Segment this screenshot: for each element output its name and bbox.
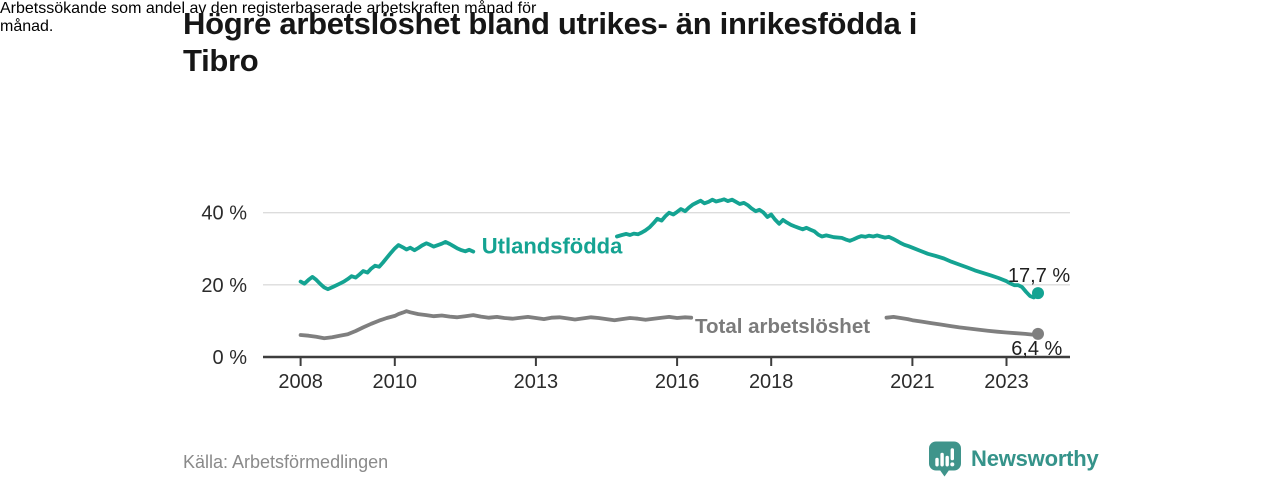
series-label-utlandsfodda: Utlandsfödda xyxy=(482,234,623,259)
newsworthy-logo: Newsworthy xyxy=(928,441,1099,477)
x-tick-label-2021: 2021 xyxy=(890,371,935,393)
title-line-2: Tibro xyxy=(183,43,259,78)
y-tick-label-40: 40 % xyxy=(201,203,247,225)
x-tick-label-2023: 2023 xyxy=(984,371,1029,393)
value-label-total-arbetsloshet: 6,4 % xyxy=(1011,338,1062,360)
end-dot-utlandsfodda xyxy=(1032,287,1044,300)
series-label-total-arbetsloshet: Total arbetslöshet xyxy=(695,315,870,338)
x-tick-label-2013: 2013 xyxy=(514,371,559,393)
series-line-total-arbetsloshet-seg1 xyxy=(298,309,694,341)
y-tick-label-20: 20 % xyxy=(201,275,247,297)
title-line-1: Högre arbetslöshet bland utrikes- än inr… xyxy=(183,6,918,41)
newsworthy-wordmark: Newsworthy xyxy=(971,446,1099,471)
subtitle-line-2: månad. xyxy=(0,18,54,35)
x-tick-label-2010: 2010 xyxy=(373,371,418,393)
series-line-total-arbetsloshet-seg2 xyxy=(884,314,1040,337)
end-dot-total-arbetsloshet xyxy=(1032,327,1044,340)
page-title: Högre arbetslöshet bland utrikes- än inr… xyxy=(183,5,1143,79)
x-tick-label-2008: 2008 xyxy=(278,371,323,393)
newsworthy-bar-chart-bubble-icon xyxy=(929,441,961,477)
subtitle-line-1: Arbetssökande som andel av den registerb… xyxy=(0,0,537,17)
value-label-utlandsfodda: 17,7 % xyxy=(1008,265,1070,287)
series-line-utlandsfodda-seg1 xyxy=(298,239,476,292)
x-tick-label-2018: 2018 xyxy=(749,371,794,393)
series-line-utlandsfodda-seg2 xyxy=(615,197,1040,300)
source-note: Källa: Arbetsförmedlingen xyxy=(183,452,389,472)
x-tick-label-2016: 2016 xyxy=(655,371,700,393)
y-tick-label-0: 0 % xyxy=(213,347,248,369)
